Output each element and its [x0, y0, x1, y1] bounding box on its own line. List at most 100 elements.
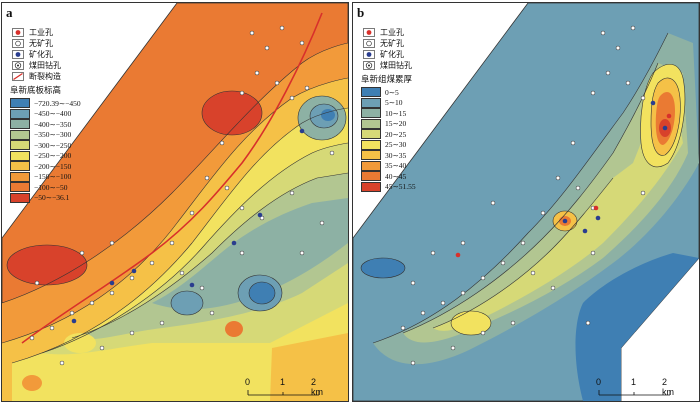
basin-mid-3	[225, 321, 243, 337]
legend-title-a: 阜新底板标高	[10, 85, 62, 95]
legend-class-label: 10∼15	[385, 108, 407, 118]
scale-tick-0: 0	[596, 377, 602, 387]
legend-a: 工业孔 无矿孔 矿化孔 煤田钻孔 断裂构造 阜新底板标高 −720.39∼−45…	[10, 27, 81, 203]
legend-class-7: −150∼−100	[10, 171, 81, 183]
legend-class-label: 30∼35	[385, 150, 407, 160]
legend-class-3: −350∼−300	[10, 129, 81, 141]
legend-class-9: −50∼−36.1	[10, 192, 81, 204]
legend-label: 工业孔	[29, 28, 53, 37]
mineralized-holes-a	[71, 128, 305, 324]
color-swatch	[10, 140, 30, 151]
legend-label: 无矿孔	[29, 39, 53, 48]
target-circle-icon	[361, 61, 377, 70]
legend-class-5: 25∼30	[361, 139, 416, 151]
target-circle-icon	[10, 61, 26, 70]
color-swatch	[10, 129, 30, 140]
scale-tick-2: 2 km	[662, 377, 674, 397]
legend-item-barren-hole: 无矿孔	[361, 38, 416, 49]
legend-class-4: 20∼25	[361, 129, 416, 140]
scale-bar-a: 0 1 2 km	[245, 377, 327, 399]
red-dot-circle-icon	[10, 28, 26, 37]
contour-band-m400	[152, 198, 348, 310]
panel-label-a: a	[6, 5, 13, 20]
hotspot-b-south	[451, 311, 491, 335]
legend-class-6: 30∼35	[361, 150, 416, 161]
legend-item-industrial-hole: 工业孔	[10, 27, 81, 38]
legend-label: 断裂构造	[29, 72, 61, 81]
legend-item-barren-hole: 无矿孔	[10, 38, 81, 49]
legend-b: 工业孔 无矿孔 矿化孔 煤田钻孔 阜新组煤累厚 0∼5 5∼10 10∼15 15∼2…	[361, 27, 416, 192]
boreholes-a	[29, 25, 335, 366]
legend-item-industrial-hole: 工业孔	[361, 27, 416, 38]
legend-label: 矿化孔	[380, 50, 404, 59]
legend-class-label: −450∼−400	[34, 109, 72, 119]
legend-class-0: 0∼5	[361, 87, 416, 98]
contour-lines-a	[2, 42, 348, 364]
legend-class-label: 25∼30	[385, 140, 407, 150]
color-swatch	[361, 97, 381, 108]
color-swatch	[361, 87, 381, 98]
shallow-patch-west	[7, 245, 87, 285]
blue-dot-circle-icon	[361, 50, 377, 59]
legend-label: 煤田钻孔	[380, 61, 412, 70]
legend-item-mineralized-hole: 矿化孔	[361, 49, 416, 60]
color-swatch	[10, 150, 30, 161]
legend-class-label: −350∼−300	[34, 130, 72, 140]
map-b-contours	[353, 3, 699, 401]
panel-a-floor-elevation-map: a 工业孔 无矿孔 矿化孔 煤田钻孔 断裂构造 阜新底板标高	[1, 2, 349, 402]
legend-class-9: 45∼51.55	[361, 181, 416, 193]
legend-class-label: −300∼−250	[34, 140, 72, 150]
color-swatch	[10, 182, 30, 193]
legend-class-label: −150∼−100	[34, 172, 72, 182]
color-swatch	[361, 108, 381, 119]
color-swatch	[361, 181, 381, 192]
legend-class-8: −100∼−50	[10, 182, 81, 193]
color-swatch	[10, 119, 30, 130]
color-swatch	[361, 129, 381, 140]
low-b-east	[575, 253, 699, 401]
color-swatch	[361, 150, 381, 161]
legend-class-label: 5∼10	[385, 98, 403, 108]
low-b-west	[361, 258, 405, 278]
legend-class-7: 35∼40	[361, 160, 416, 172]
fault-line	[21, 12, 323, 344]
mineralized-holes-b	[562, 100, 668, 234]
legend-item-coalfield-hole: 煤田钻孔	[361, 60, 416, 71]
contour-lines-b	[360, 32, 686, 344]
boreholes-b	[400, 25, 646, 366]
legend-class-label: 45∼51.55	[385, 182, 416, 192]
color-swatch	[10, 171, 30, 182]
legend-class-label: 40∼45	[385, 171, 407, 181]
legend-class-label: 35∼40	[385, 161, 407, 171]
scale-tick-1: 1	[631, 377, 637, 387]
legend-class-label: 15∼20	[385, 119, 407, 129]
basin-mid-1	[171, 291, 203, 315]
industrial-holes-b	[455, 113, 672, 258]
class-list-b: 0∼5 5∼10 10∼15 15∼20 20∼25 25∼30 30∼35 35∼40 40∼…	[361, 87, 416, 192]
legend-label: 煤田钻孔	[29, 61, 61, 70]
legend-class-label: −50∼−36.1	[34, 193, 70, 203]
legend-class-label: −720.39∼−450	[34, 98, 81, 108]
color-swatch	[10, 192, 30, 203]
legend-class-label: 20∼25	[385, 129, 407, 139]
color-swatch	[361, 139, 381, 150]
scale-tick-2: 2 km	[311, 377, 323, 397]
color-swatch	[361, 118, 381, 129]
open-dot-circle-icon	[10, 39, 26, 48]
legend-title-b: 阜新组煤累厚	[361, 74, 413, 84]
legend-class-0: −720.39∼−450	[10, 98, 81, 109]
color-swatch	[10, 98, 30, 109]
color-swatch	[10, 108, 30, 119]
legend-class-1: 5∼10	[361, 97, 416, 109]
legend-label: 矿化孔	[29, 50, 53, 59]
scale-tick-0: 0	[245, 377, 251, 387]
legend-class-6: −200∼−150	[10, 161, 81, 172]
panel-label-b: b	[357, 5, 365, 20]
deep-zone-ne-center	[321, 109, 335, 121]
legend-class-8: 40∼45	[361, 171, 416, 182]
legend-class-label: −100∼−50	[34, 182, 68, 192]
scale-tick-1: 1	[280, 377, 286, 387]
legend-class-2: 10∼15	[361, 108, 416, 119]
legend-label: 工业孔	[380, 28, 404, 37]
